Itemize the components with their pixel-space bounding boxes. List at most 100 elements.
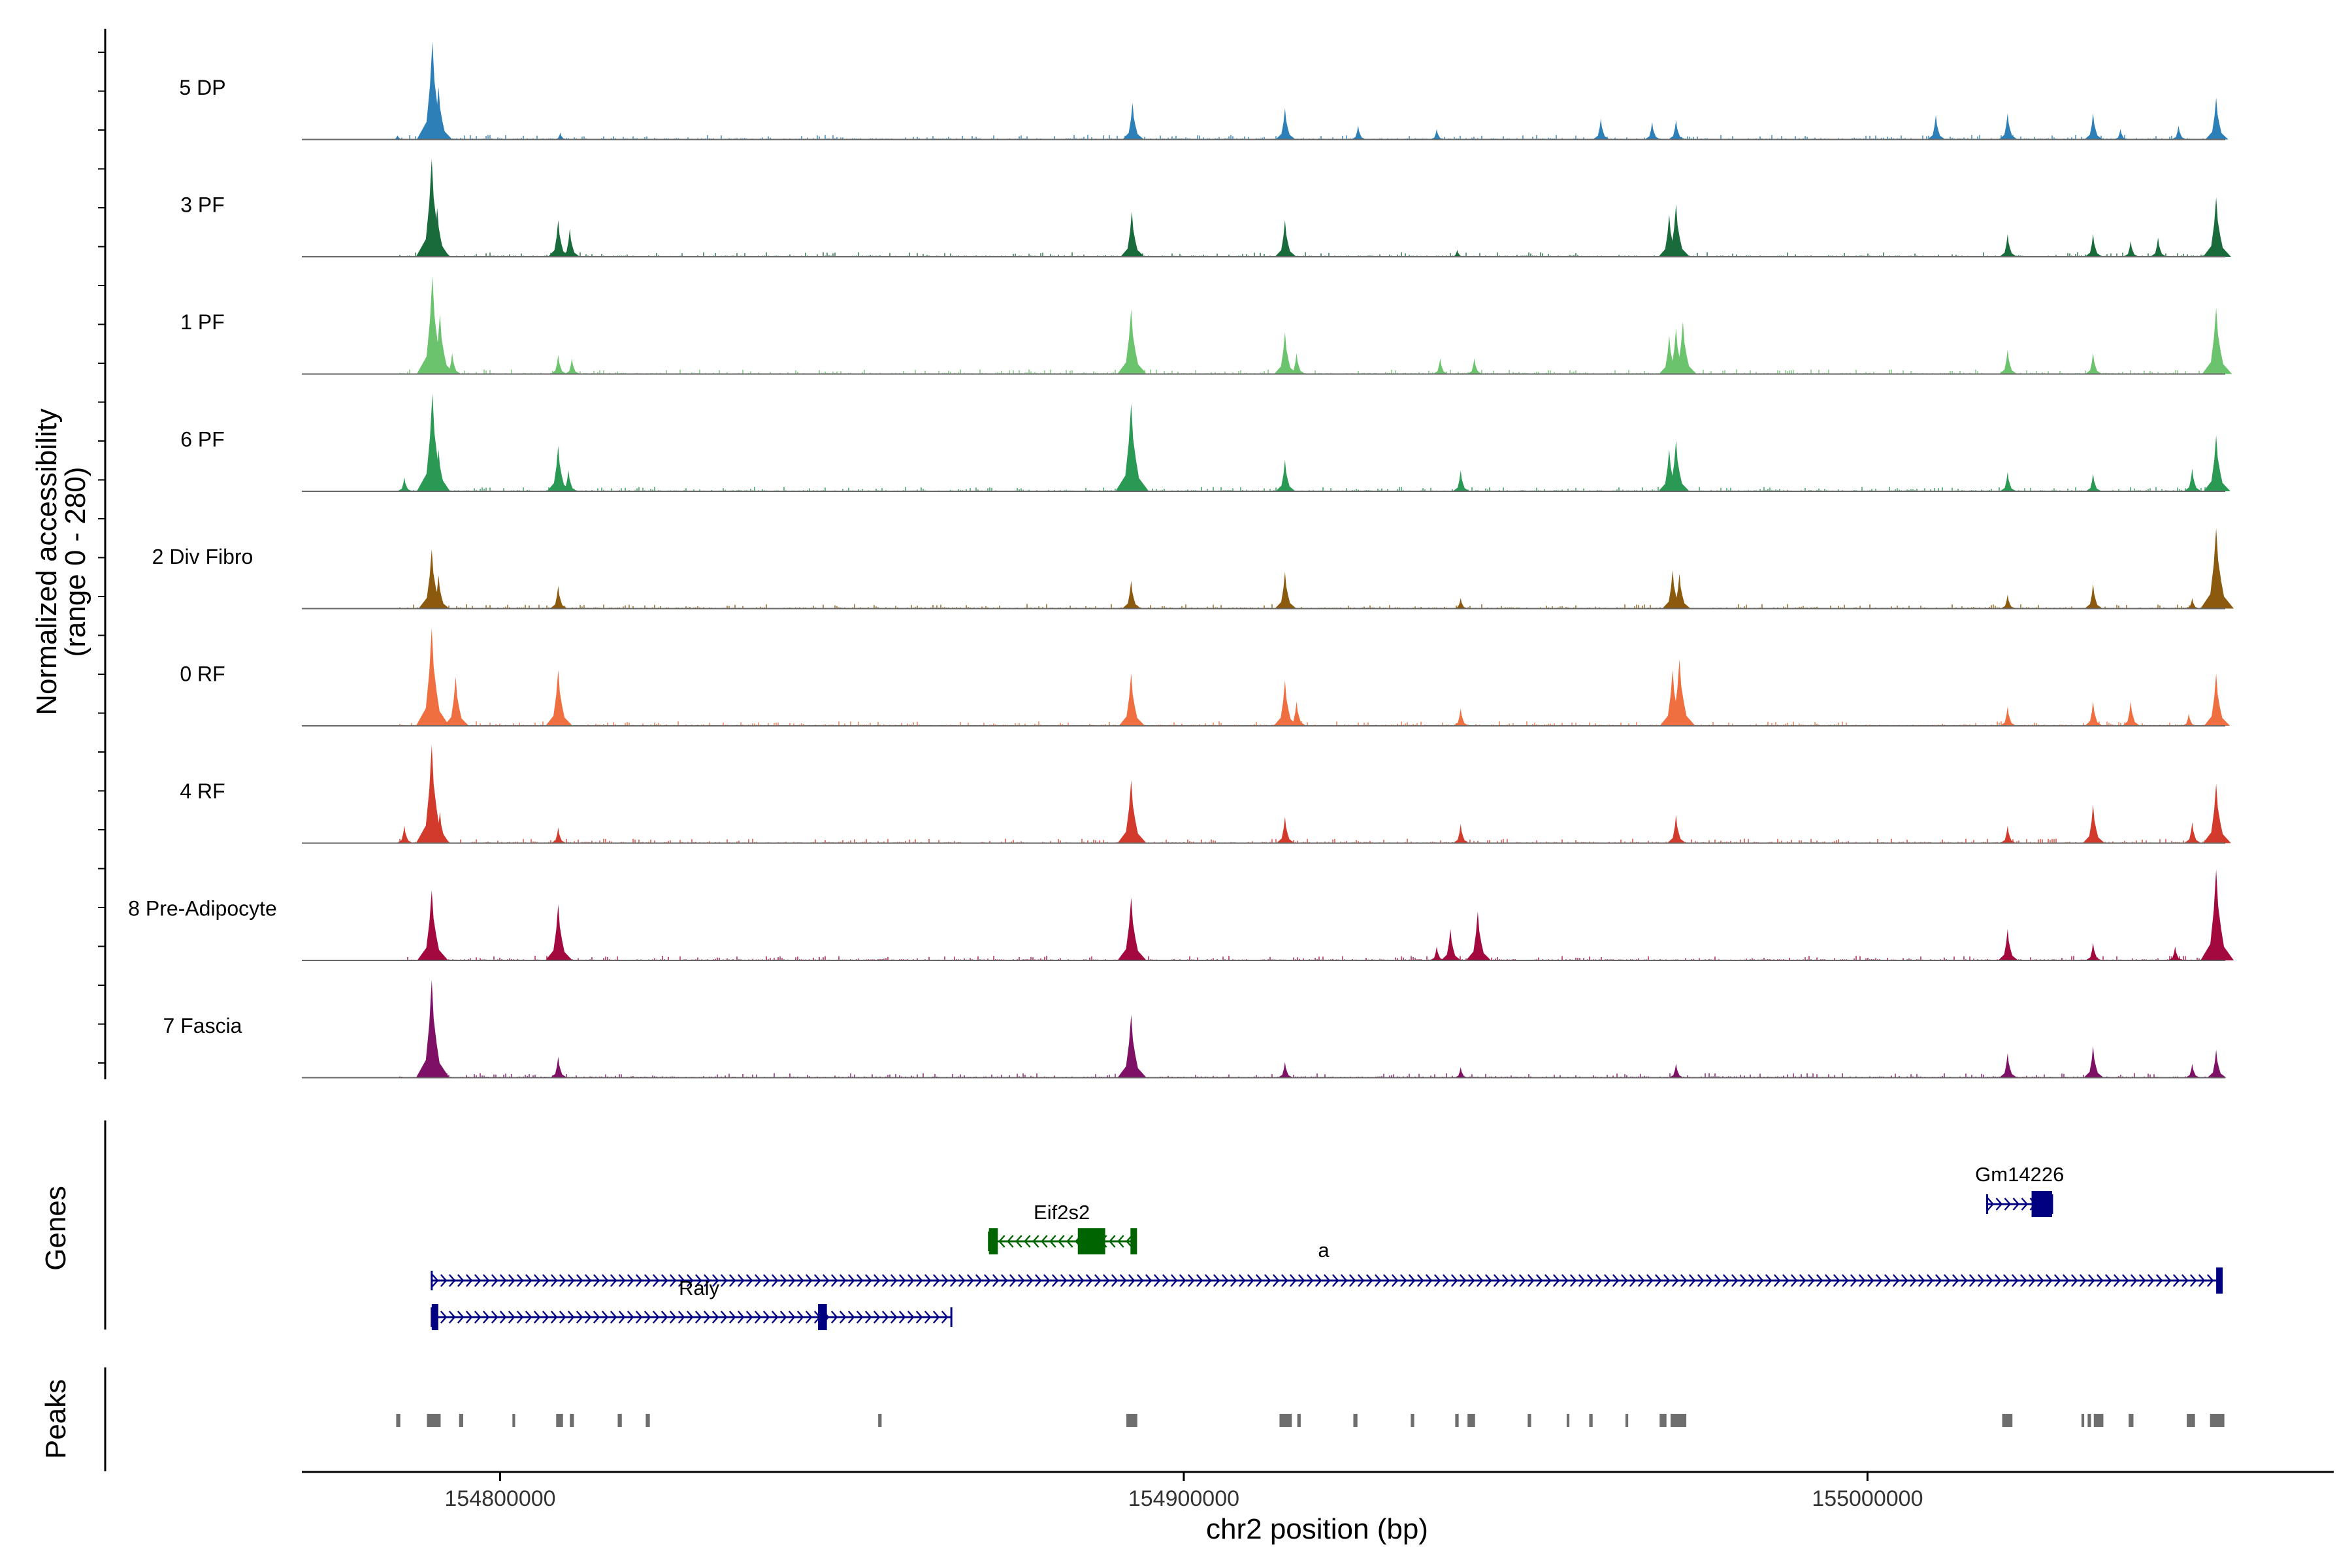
peak-4 bbox=[1122, 580, 1141, 609]
peak-6 bbox=[1275, 108, 1296, 140]
gene-a: a bbox=[431, 1239, 2223, 1294]
peak-10 bbox=[2200, 869, 2234, 960]
peak-region bbox=[1353, 1414, 1358, 1427]
peak-13 bbox=[2150, 237, 2167, 257]
peak-region bbox=[1455, 1414, 1459, 1427]
track-1-pf: 1 PF bbox=[180, 276, 2232, 375]
background-signal bbox=[399, 252, 2217, 257]
peak-1 bbox=[397, 477, 413, 491]
track-label: 6 PF bbox=[180, 428, 225, 451]
peak-10 bbox=[1999, 234, 2017, 257]
peak-region bbox=[427, 1414, 441, 1427]
peak-4 bbox=[547, 446, 571, 491]
peak-13 bbox=[1999, 113, 2017, 140]
peak-6 bbox=[1454, 598, 1469, 609]
peak-4 bbox=[561, 229, 580, 257]
exon bbox=[431, 1304, 438, 1330]
peak-12 bbox=[1927, 115, 1946, 140]
y-axis-title-line: (range 0 - 280) bbox=[59, 466, 91, 657]
peak-12 bbox=[2122, 701, 2140, 726]
peak-14 bbox=[2203, 197, 2231, 257]
peak-region bbox=[2093, 1414, 2104, 1427]
peak-9 bbox=[1665, 659, 1695, 726]
peak-7 bbox=[1453, 708, 1469, 726]
peak-12 bbox=[2085, 474, 2102, 491]
peak-13 bbox=[1671, 321, 1697, 374]
peak-8 bbox=[1659, 670, 1687, 726]
peak-3 bbox=[431, 811, 451, 843]
track-3-pf: 3 PF bbox=[180, 159, 2231, 257]
track-0-rf: 0 RF bbox=[180, 628, 2230, 727]
peak-11 bbox=[2084, 701, 2103, 726]
peak-5 bbox=[564, 358, 580, 374]
peak-8 bbox=[1658, 214, 1682, 257]
peak-4 bbox=[550, 355, 567, 374]
background-signal bbox=[399, 1073, 2217, 1078]
track-label: 3 PF bbox=[180, 193, 225, 217]
background-signal bbox=[399, 604, 2217, 609]
peak-2 bbox=[550, 1056, 568, 1078]
peak-2 bbox=[416, 41, 450, 140]
peaks-panel-title: Peaks bbox=[40, 1379, 72, 1459]
background-signal bbox=[399, 838, 2217, 843]
peak-14 bbox=[2204, 673, 2230, 726]
peak-1 bbox=[418, 549, 447, 609]
peak-region bbox=[1671, 1414, 1687, 1427]
peak-1 bbox=[416, 159, 449, 257]
peak-11 bbox=[1668, 120, 1685, 140]
peak-9 bbox=[2168, 946, 2183, 960]
peak-3 bbox=[1117, 1015, 1147, 1078]
peak-10 bbox=[2000, 706, 2017, 726]
track-label: 4 RF bbox=[180, 779, 225, 803]
peak-8 bbox=[1667, 815, 1686, 843]
peak-2 bbox=[429, 575, 449, 609]
exon bbox=[1077, 1228, 1105, 1254]
peak-region bbox=[1411, 1414, 1414, 1427]
peak-4 bbox=[1277, 1062, 1294, 1078]
peak-10 bbox=[2082, 804, 2105, 843]
track-label: 7 Fascia bbox=[163, 1014, 242, 1037]
exon bbox=[2216, 1267, 2223, 1294]
exon bbox=[2031, 1191, 2052, 1217]
peak-7 bbox=[1999, 1053, 2017, 1078]
peak-5 bbox=[1454, 1067, 1469, 1078]
peak-4 bbox=[1429, 946, 1445, 960]
peak-5 bbox=[1120, 211, 1145, 257]
peak-6 bbox=[1275, 220, 1297, 257]
peak-9 bbox=[1593, 118, 1610, 140]
peak-6 bbox=[1117, 309, 1147, 374]
peak-12 bbox=[2123, 240, 2139, 257]
peak-11 bbox=[1659, 335, 1681, 374]
peak-6 bbox=[1276, 817, 1295, 843]
x-tick-label: 154900000 bbox=[1128, 1486, 1239, 1511]
peak-region bbox=[556, 1414, 563, 1427]
peak-1 bbox=[416, 276, 450, 374]
peak-14 bbox=[2203, 435, 2230, 491]
track-2-div-fibro: 2 Div Fibro bbox=[152, 528, 2234, 610]
track-label: 1 PF bbox=[180, 310, 225, 334]
peak-region bbox=[459, 1414, 463, 1427]
peak-7 bbox=[1452, 824, 1470, 843]
exon bbox=[818, 1304, 827, 1330]
peak-12 bbox=[1665, 328, 1689, 374]
peak-12 bbox=[2200, 528, 2234, 609]
background-signal bbox=[399, 721, 2217, 726]
track-7-fascia: 7 Fascia bbox=[163, 979, 2227, 1079]
peak-2 bbox=[427, 314, 455, 374]
peak-region bbox=[1527, 1414, 1531, 1427]
axes: Normalized accessibility(range 0 - 280) G… bbox=[31, 29, 2334, 1545]
y-axis-ticks bbox=[98, 52, 105, 1064]
peak-8 bbox=[1288, 353, 1306, 374]
peak-region bbox=[878, 1414, 882, 1427]
peak-2 bbox=[546, 904, 573, 960]
peak-2 bbox=[444, 677, 469, 726]
exon bbox=[988, 1228, 998, 1254]
peak-5 bbox=[1122, 103, 1144, 140]
peak-8 bbox=[2085, 943, 2102, 960]
strand-chevrons bbox=[1987, 1198, 2046, 1211]
peak-10 bbox=[1644, 122, 1661, 140]
peak-2 bbox=[425, 208, 451, 257]
peak-12 bbox=[2203, 783, 2231, 843]
peak-region bbox=[1566, 1414, 1570, 1427]
peak-17 bbox=[2205, 97, 2229, 140]
